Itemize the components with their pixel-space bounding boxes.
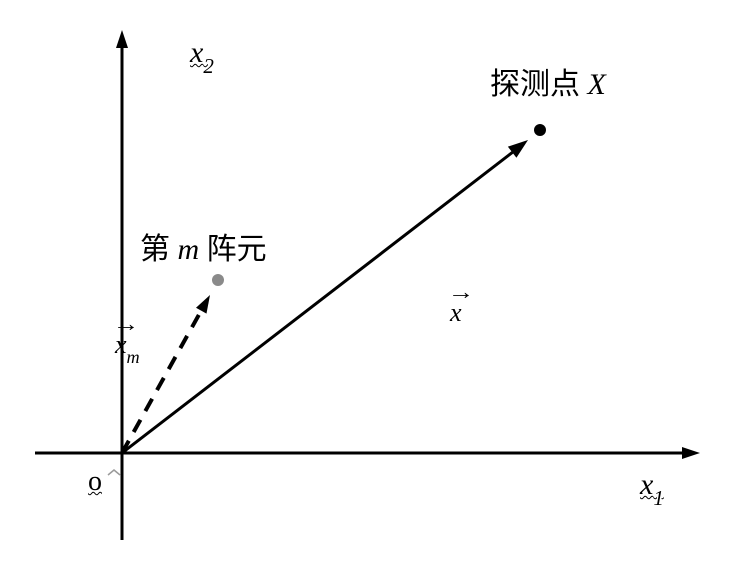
label-origin: o (88, 468, 102, 496)
point-X (534, 124, 546, 136)
diagram-stage: x2 x1 o 探测点 X 第 m 阵元 x xm (0, 0, 752, 568)
point-m (212, 274, 224, 286)
label-mth-element: 第 m 阵元 (140, 235, 267, 265)
label-x1: x1 (640, 470, 664, 505)
label-vector-X: x (450, 300, 462, 326)
label-x2: x2 (190, 38, 214, 73)
origin-caret-icon (108, 470, 120, 475)
label-probe-point: 探测点 X (490, 70, 606, 100)
label-vector-xm: xm (115, 332, 140, 362)
